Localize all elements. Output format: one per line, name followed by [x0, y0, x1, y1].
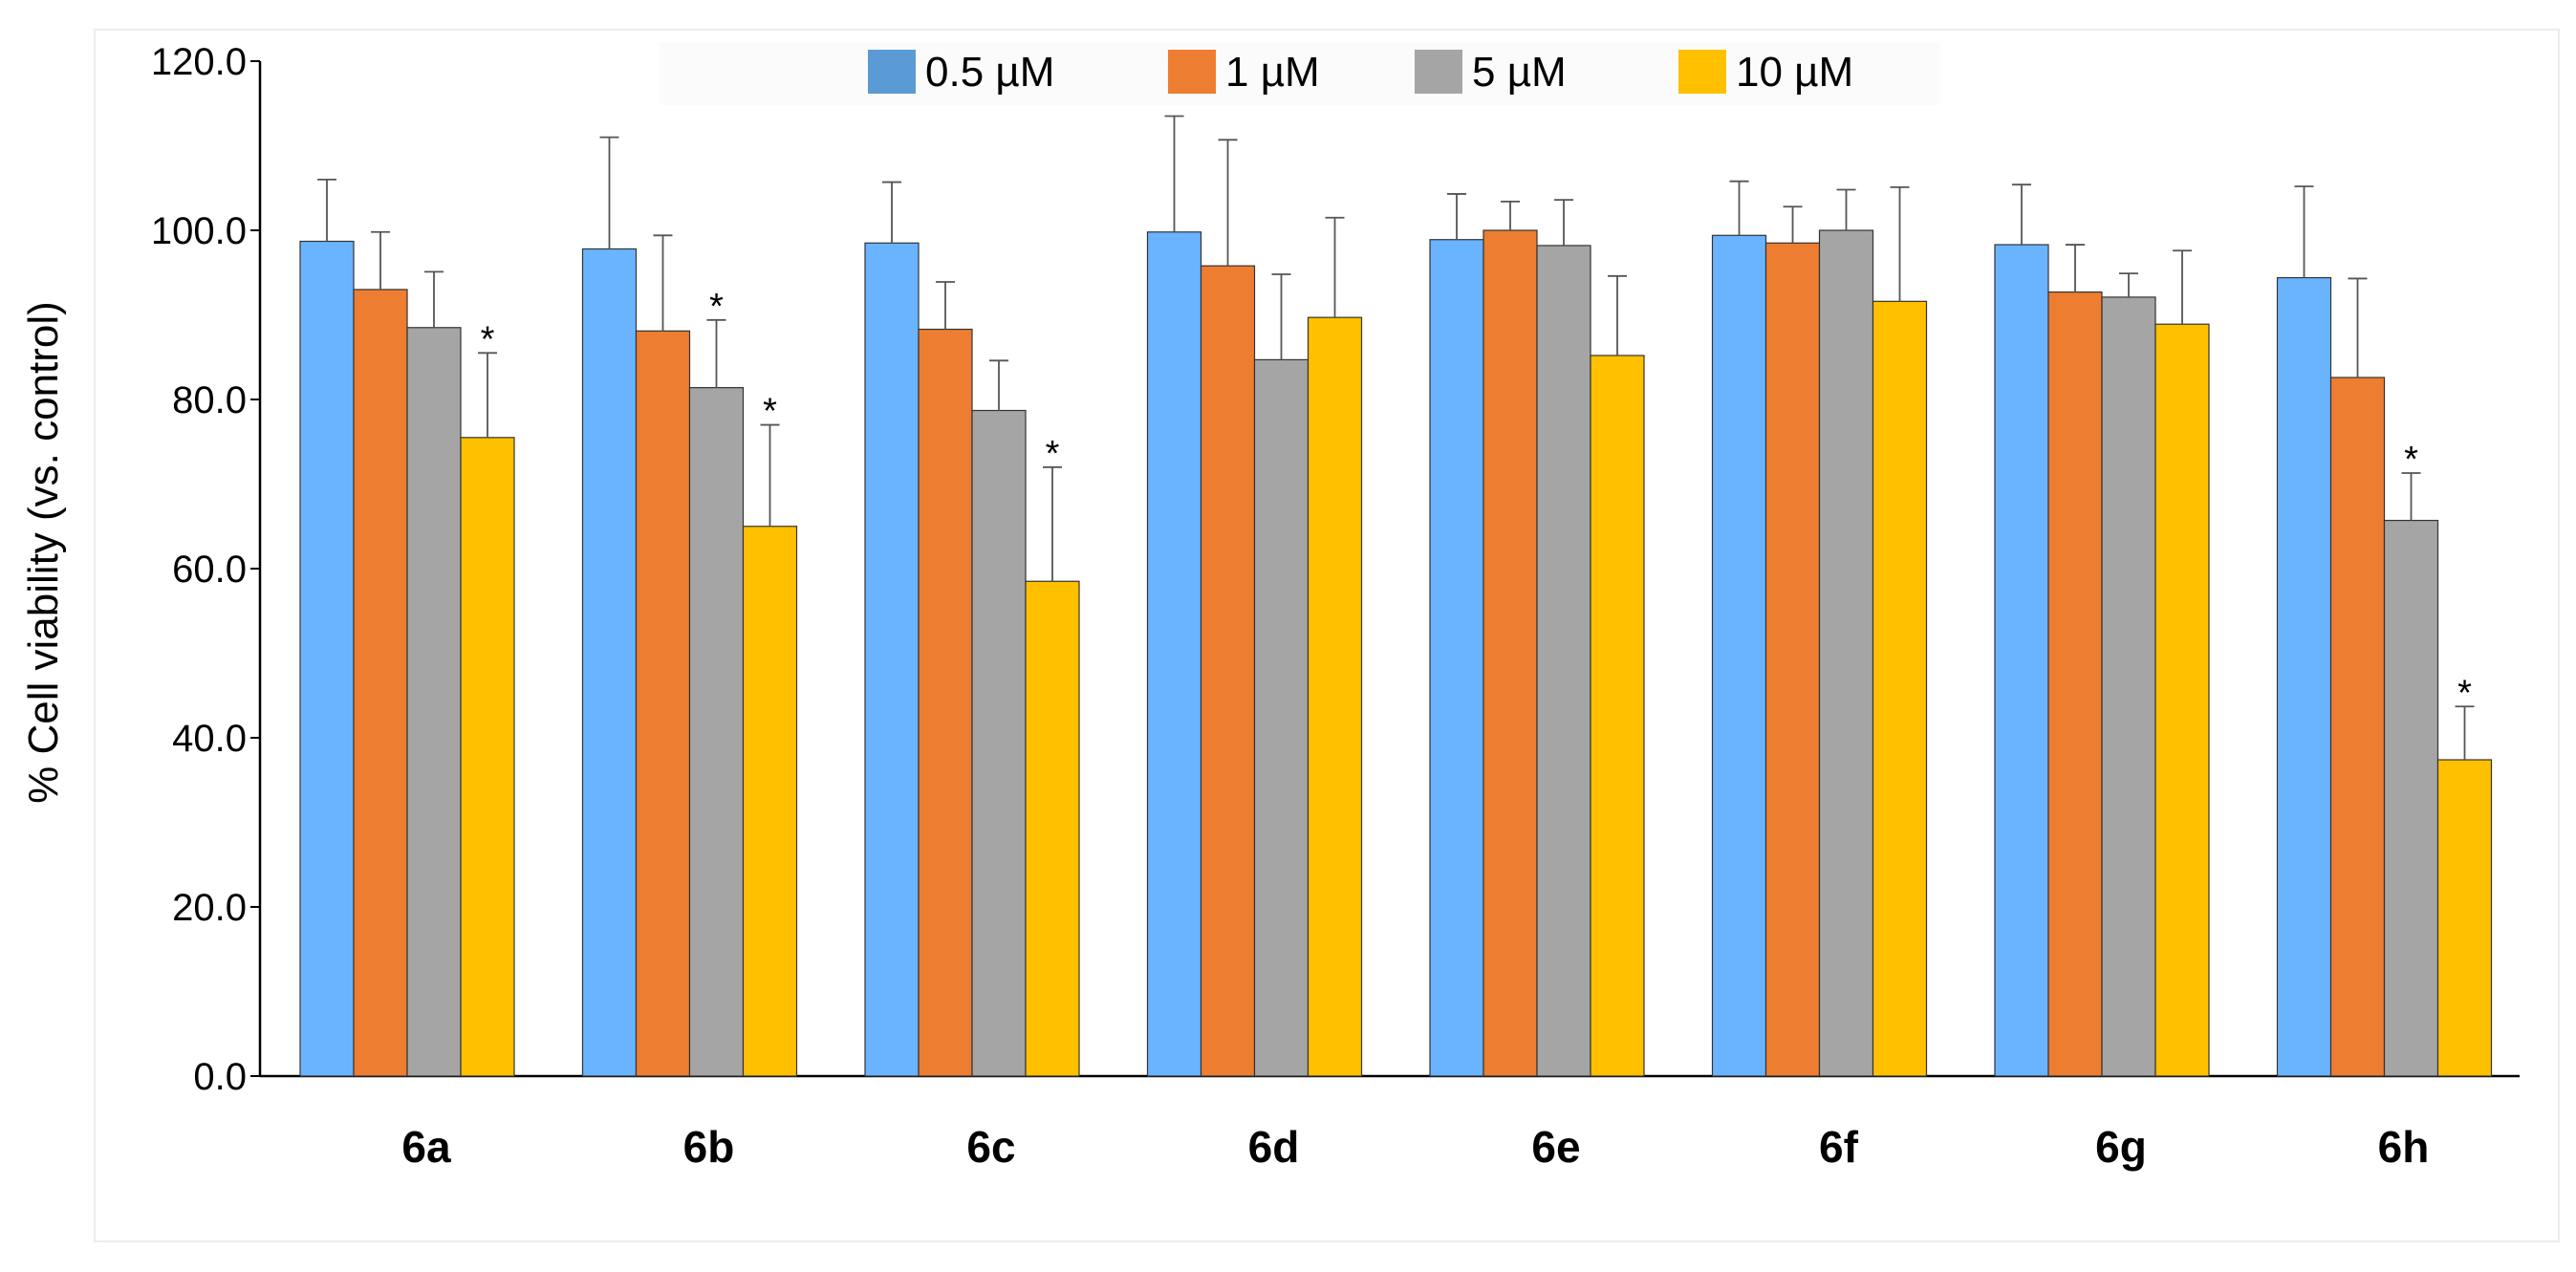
x-category-label: 6g	[2095, 1122, 2147, 1172]
bar	[1307, 316, 1363, 1077]
bar	[353, 289, 408, 1077]
significance-star: *	[2457, 673, 2472, 713]
x-category-label: 6d	[1248, 1122, 1300, 1172]
y-axis-label: % Cell viability (vs. control)	[20, 301, 67, 804]
chart-frame	[94, 29, 2560, 1242]
bar	[2383, 519, 2439, 1077]
y-axis: 0.0 20.0 40.0 60.0 80.0 100.0 120.0	[151, 41, 262, 1098]
x-category-label: 6c	[966, 1122, 1015, 1172]
legend-swatch	[1678, 50, 1726, 94]
bar	[1429, 239, 1484, 1077]
bar	[1872, 300, 1928, 1077]
bar	[1536, 245, 1591, 1077]
bar	[635, 330, 691, 1077]
significance-star: *	[481, 319, 495, 359]
x-category-label: 6a	[401, 1122, 451, 1172]
y-tick-label: 80.0	[172, 379, 247, 421]
bar	[581, 248, 638, 1077]
bar	[1146, 231, 1202, 1077]
bar	[2047, 291, 2103, 1077]
bar	[2154, 323, 2210, 1077]
x-category-label: 6f	[1819, 1122, 1859, 1172]
x-category-label: 6b	[683, 1122, 735, 1172]
bar	[406, 327, 462, 1077]
bar	[2276, 276, 2332, 1077]
bar	[299, 240, 355, 1077]
x-category-label: 6h	[2378, 1122, 2430, 1172]
bar	[460, 437, 515, 1077]
bar	[2101, 296, 2156, 1077]
bar	[742, 526, 798, 1077]
legend-label: 1 µM	[1225, 49, 1320, 96]
bar	[2436, 759, 2493, 1077]
error-bars	[317, 115, 2475, 761]
bar	[1994, 244, 2049, 1077]
legend-label: 5 µM	[1472, 49, 1567, 96]
bar	[1483, 229, 1538, 1077]
legend-label: 0.5 µM	[925, 49, 1054, 96]
y-tick-label: 0.0	[193, 1056, 247, 1098]
legend-swatch	[868, 50, 916, 94]
significance-star: *	[709, 287, 724, 327]
y-tick-label: 120.0	[151, 41, 247, 83]
bar	[1025, 580, 1080, 1077]
legend: 0.5 µM 1 µM 5 µM 10 µM	[868, 49, 1853, 96]
bar	[1711, 234, 1767, 1077]
significance-star: *	[763, 392, 777, 432]
legend-swatch	[1168, 50, 1216, 94]
bar	[1253, 358, 1310, 1077]
bar	[864, 242, 920, 1077]
significance-star: *	[1046, 434, 1060, 474]
legend-label: 10 µM	[1736, 49, 1853, 96]
y-tick-label: 20.0	[172, 887, 247, 929]
bar	[1764, 242, 1821, 1077]
bar	[918, 328, 973, 1077]
bar	[1590, 355, 1645, 1077]
legend-swatch	[1415, 50, 1462, 94]
significance-markers: * * * * * *	[481, 287, 2473, 713]
x-axis: 6a 6b 6c 6d 6e 6f 6g 6h	[260, 1074, 2520, 1172]
bar	[2329, 377, 2386, 1077]
bar	[688, 387, 745, 1077]
bars	[299, 229, 2493, 1077]
y-tick-label: 100.0	[151, 210, 247, 252]
bar	[971, 409, 1027, 1077]
bar	[1200, 265, 1256, 1077]
significance-star: *	[2404, 440, 2418, 480]
y-tick-label: 40.0	[172, 718, 247, 760]
x-category-label: 6e	[1531, 1122, 1580, 1172]
y-tick-label: 60.0	[172, 549, 247, 591]
bar	[1818, 229, 1874, 1077]
